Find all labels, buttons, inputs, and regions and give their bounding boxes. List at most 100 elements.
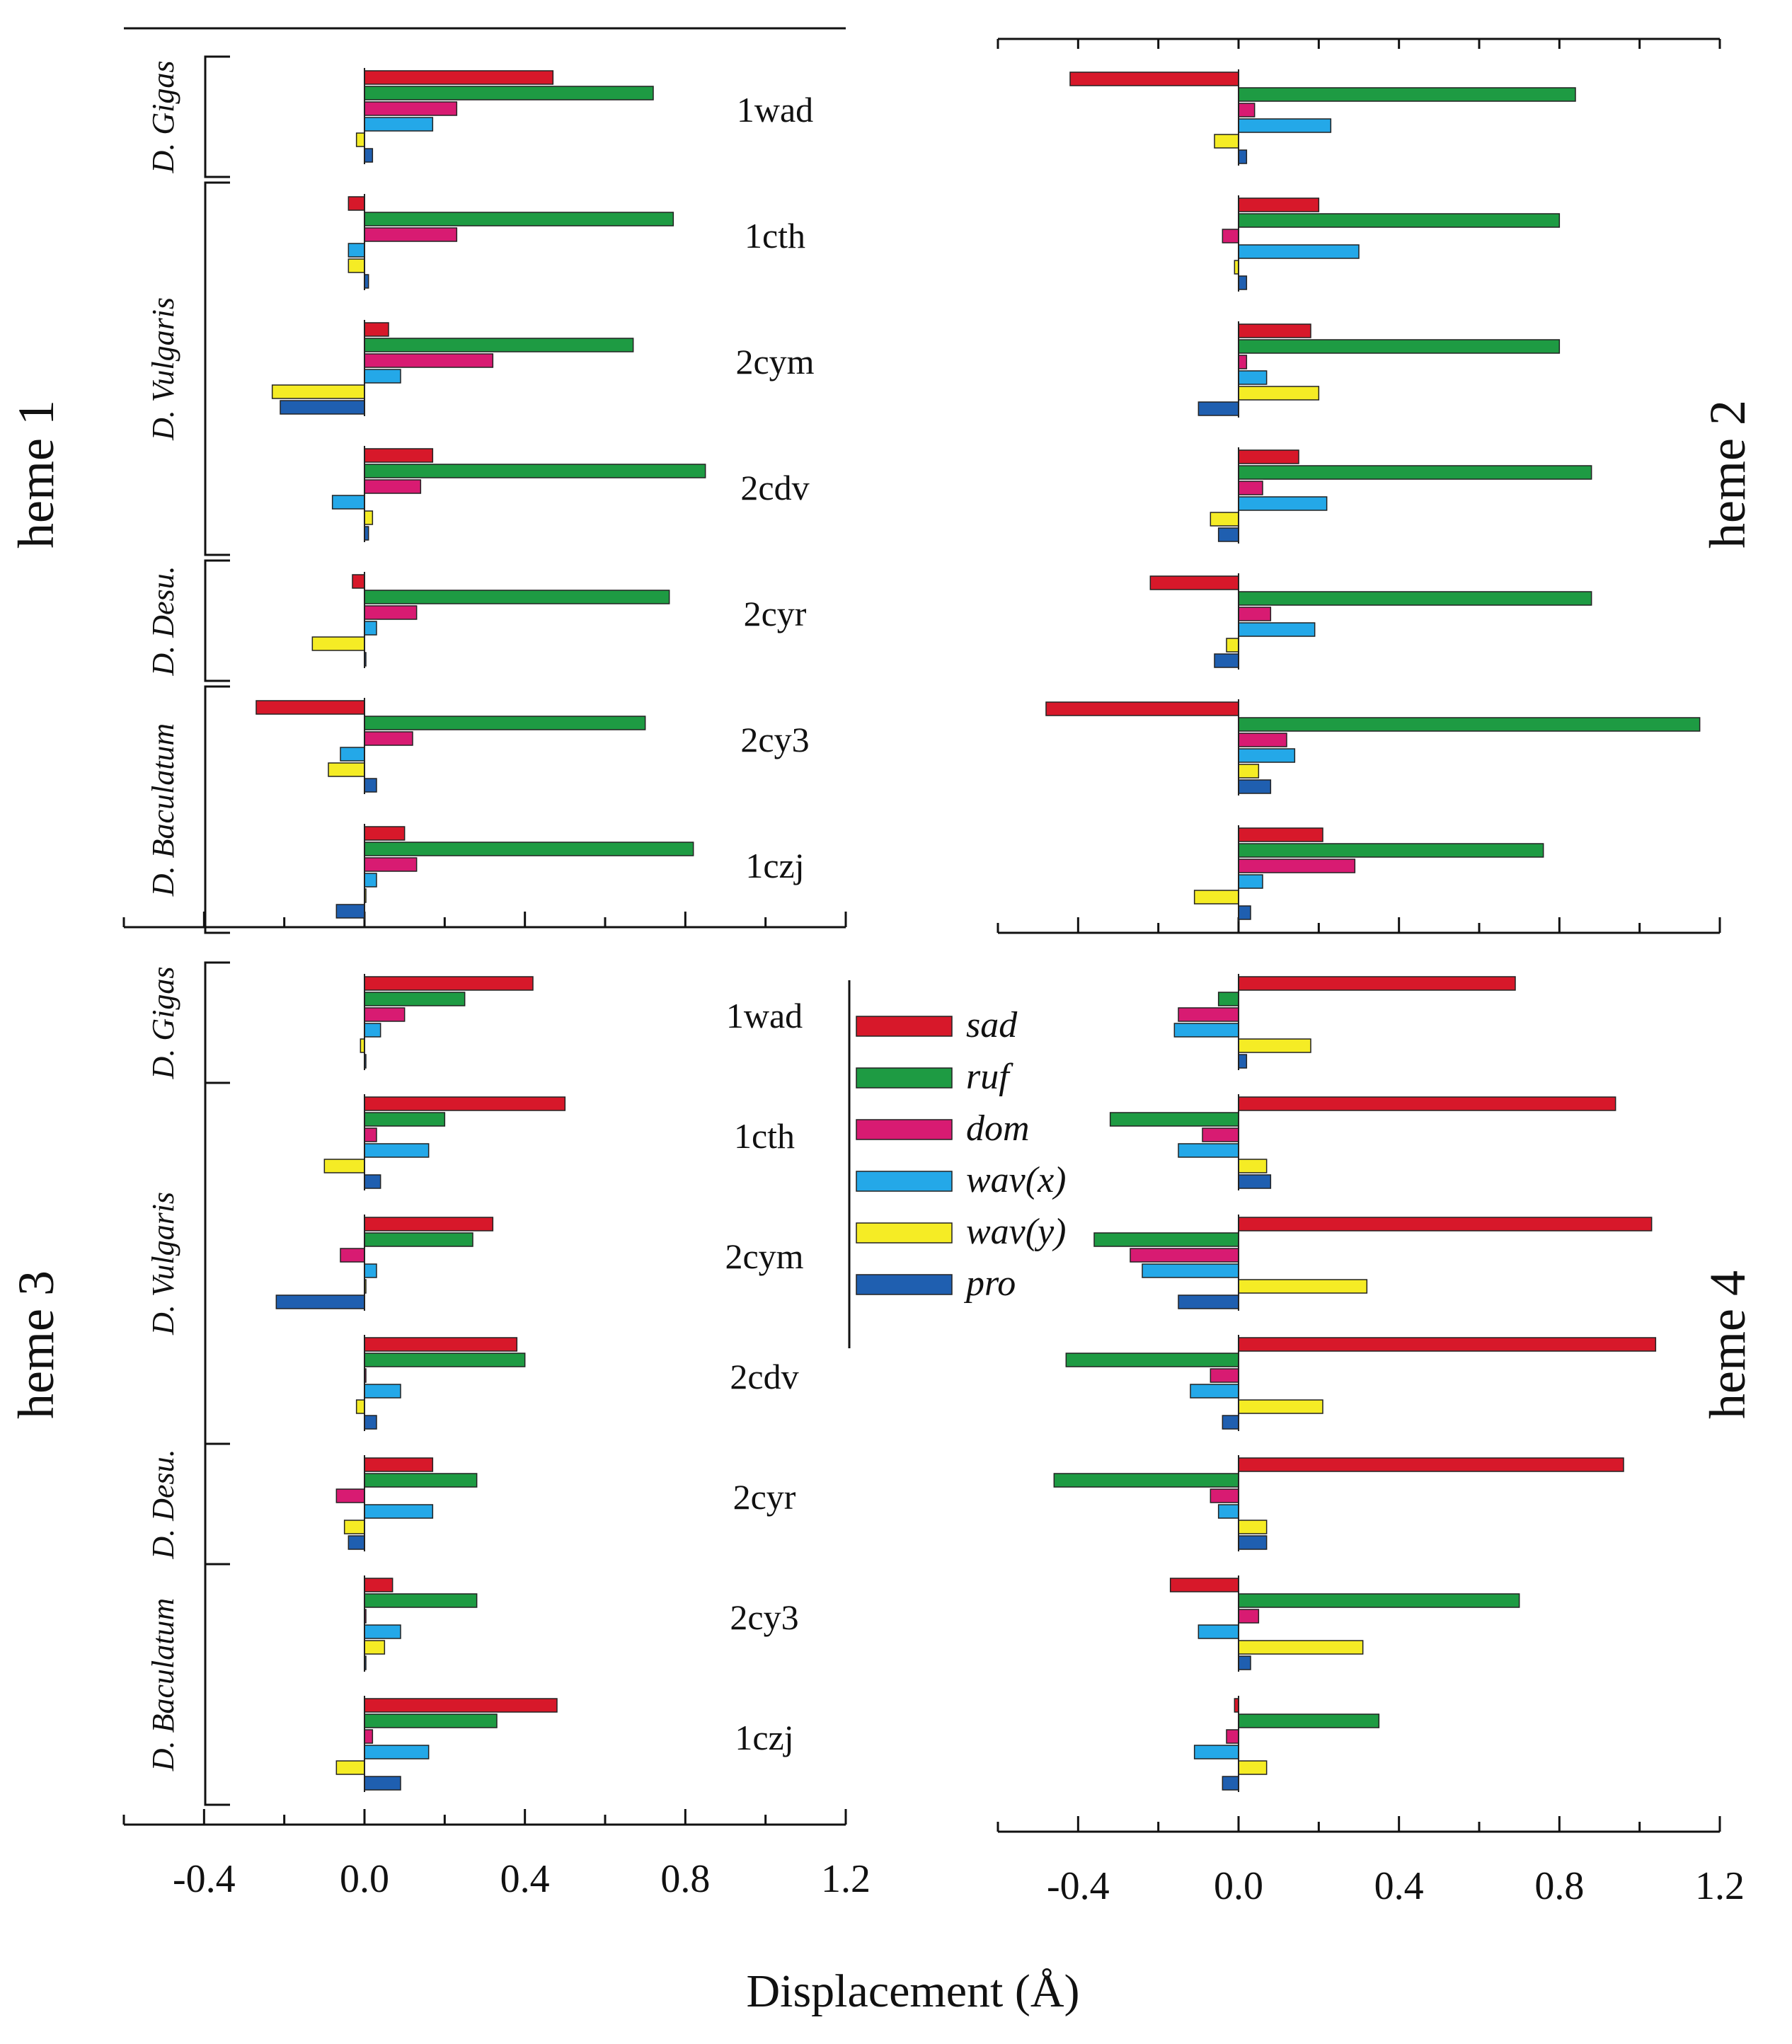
bar-pro-1wad [1238,149,1248,164]
bar-pro-1cth [364,1174,381,1189]
bar-wavx-1cth [348,243,365,258]
bar-ruf-1cth [364,1112,446,1127]
bar-wavx-2cy3 [364,1624,401,1639]
bar-sad-2cym [364,322,389,337]
bar-pro-2cy3 [1238,779,1272,794]
bar-dom-1cth [364,227,458,242]
panel-heme-2: heme 2 [996,38,1756,934]
bar-sad-2cy3 [364,1578,394,1592]
bracket-line [204,559,230,682]
bar-sad-2cy3 [1169,1578,1239,1592]
bar-wavy-2cdv [1238,1399,1323,1414]
bar-pro-1czj [335,904,365,919]
bar-wavx-2cym [1238,370,1268,385]
bar-wavx-2cdv [331,495,365,510]
bar-wavx-2cyr [1238,622,1316,637]
bracket-line [204,1442,230,1566]
protein-label-2cyr: 2cyr [733,1477,796,1517]
protein-label-1cth: 1cth [734,1116,795,1156]
bar-pro-1wad [364,148,374,163]
bar-pro-2cym [1178,1294,1239,1309]
bar-wavx-2cym [1142,1263,1239,1278]
bar-group-2cdv [1065,1335,1657,1431]
species-bracket: D. Baculatum [146,1563,230,1806]
bar-ruf-2cdv [1065,1353,1239,1367]
bar-dom-2cy3 [1238,1609,1260,1624]
bar-ruf-2cym [364,1232,473,1247]
bar-ruf-2cy3 [364,1593,478,1608]
panel-heme-3: -0.4 0.0 0.4 0.8 1.2 heme 3 1wad 1cth 2cym 2cdv 2c… [8,961,871,1901]
panel-heme-1: heme 1 1wad 1cth 2cym 2cdv 2cyr 2cy3 1czj D. Gig… [8,27,847,934]
species-label: D. Desu. [146,565,180,676]
bar-group-1czj [1193,1696,1380,1792]
bar-dom-1wad [1238,103,1256,117]
bar-group-1czj [335,1696,558,1792]
bar-wavy-2cyr [311,636,365,651]
protein-label-2cyr: 2cyr [744,594,807,633]
x-tick-label: -0.4 [1047,1864,1110,1908]
protein-label-1wad: 1wad [737,90,813,130]
bar-wavx-2cyr [1217,1504,1239,1519]
bar-dom-2cyr [1238,607,1272,621]
bar-dom-2cym [364,353,494,368]
legend-swatch-sad [856,1016,953,1037]
legend-label-ruf: ruf [966,1057,1013,1097]
bar-sad-1wad [364,976,534,991]
bar-sad-1czj [364,1698,558,1713]
bar-sad-1wad [364,70,554,85]
protein-label-2cym: 2cym [735,342,814,381]
bar-pro-2cy3 [1238,1655,1251,1670]
legend-swatch-wavy [856,1222,953,1244]
bar-dom-2cy3 [1238,733,1287,747]
bar-ruf-1wad [364,992,466,1006]
panel-heme-4: -0.4 0.0 0.4 0.8 1.2 heme 4 [996,974,1756,1908]
bar-sad-2cdv [364,1337,518,1352]
bar-ruf-2cy3 [364,716,646,730]
bar-sad-1wad [1238,976,1516,991]
bar-group-1cth [1222,195,1561,292]
bar-wavx-1czj [364,1745,430,1759]
bar-sad-1cth [1238,1096,1616,1111]
bar-wavy-2cy3 [364,1640,386,1655]
legend-swatch-ruf [856,1067,953,1089]
legend-label-sad: sad [966,1005,1018,1045]
bracket-line [204,55,230,178]
species-label: D. Baculatum [146,723,180,897]
x-tick-label: 0.4 [1374,1864,1424,1908]
bar-group-1cth [1109,1094,1616,1190]
bar-dom-1wad [1178,1007,1239,1022]
bar-dom-2cyr [335,1488,365,1503]
bar-group-2cy3 [1169,1575,1520,1672]
bar-wavy-2cyr [1226,638,1239,653]
bracket-line [204,685,230,934]
bar-pro-2cym [280,400,365,415]
bar-ruf-1cth [364,212,674,226]
legend-label-pro: pro [963,1263,1016,1304]
x-tick-label: 0.0 [1214,1864,1263,1908]
species-bracket: D. Desu. [146,1442,230,1566]
bar-ruf-1czj [364,1713,498,1728]
bar-group-2cym [271,320,634,416]
bar-dom-2cdv [364,479,422,494]
bar-pro-1wad [1238,1054,1248,1069]
bar-group-2cdv [1210,447,1592,544]
bar-ruf-2cyr [364,590,670,604]
legend-label-wavx: wav(x) [966,1160,1066,1200]
bar-wavy-2cyr [343,1520,365,1534]
x-tick-label: 1.2 [821,1857,871,1901]
bar-sad-1cth [348,196,365,211]
bar-sad-2cym [364,1217,494,1231]
protein-label-1czj: 1czj [745,846,804,885]
bar-wavx-1wad [364,1023,381,1038]
protein-label-2cy3: 2cy3 [730,1597,798,1637]
bar-group-2cyr [1149,573,1592,670]
bar-ruf-2cyr [364,1473,478,1488]
bar-group-1czj [335,824,694,920]
bar-group-2cyr [311,572,670,668]
bar-pro-2cym [1197,401,1239,416]
bar-wavy-2cy3 [1238,1640,1364,1655]
bar-ruf-1cth [1109,1112,1239,1127]
bar-pro-2cdv [364,1415,377,1430]
bar-wavx-2cdv [1238,496,1328,511]
bar-ruf-1wad [1217,992,1239,1006]
